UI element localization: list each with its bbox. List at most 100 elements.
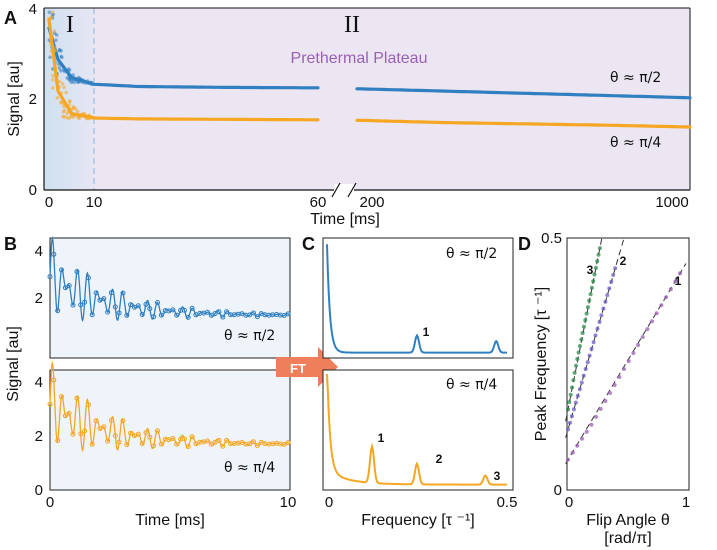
break-mark-right	[347, 182, 357, 198]
d-data-point	[607, 286, 612, 291]
a-series-line-1-1	[355, 118, 692, 129]
a-xtick-1000: 1000	[655, 194, 688, 211]
d-data-point	[573, 400, 578, 405]
b-data-point	[216, 309, 222, 315]
d-data-point	[566, 457, 570, 462]
d-data-point	[678, 271, 683, 276]
panel-label-c: C	[302, 234, 315, 254]
b-data-point	[220, 443, 226, 449]
b-data-point	[216, 438, 222, 443]
c-bottom-peak-3-label: 3	[494, 469, 501, 483]
d-line-label-1: 1	[675, 274, 682, 288]
d-xlabel-line1: Flip Angle θ	[586, 512, 670, 529]
d-data-point	[577, 387, 582, 392]
d-data-point	[569, 414, 574, 419]
c-xtick-0-5: 0.5	[497, 494, 518, 511]
a-annotation-pi-2: θ ≈ π/2	[610, 70, 661, 86]
d-data-point	[571, 378, 576, 383]
d-data-point	[585, 360, 590, 365]
d-data-point	[570, 450, 575, 455]
d-data-point	[636, 343, 641, 348]
d-line-label-3: 3	[587, 263, 594, 277]
d-data-point	[593, 333, 598, 338]
c-bottom-peak-1-label: 1	[378, 431, 385, 445]
b-data-point	[155, 300, 160, 305]
b-data-point	[189, 434, 195, 440]
b-data-point	[135, 431, 141, 437]
d-xtick-1: 1	[682, 494, 690, 511]
a-xtick-10: 10	[86, 194, 103, 211]
a-ytick-0: 0	[29, 182, 37, 199]
d-data-point	[587, 298, 592, 303]
d-data-point	[572, 370, 577, 375]
a-early-point	[64, 115, 69, 120]
d-data-point	[596, 252, 601, 257]
d-data-point	[612, 383, 617, 387]
b-data-point	[170, 307, 176, 313]
b-data-point	[135, 303, 141, 309]
a-early-point	[59, 101, 64, 105]
a-early-point	[57, 79, 62, 84]
b-data-point	[155, 428, 160, 434]
d-data-point	[584, 311, 589, 316]
b-data-point	[212, 311, 218, 316]
d-data-point	[567, 400, 572, 405]
b-series-line-1	[49, 360, 291, 453]
b-data-point	[254, 314, 260, 320]
a-ytick-2: 2	[29, 91, 37, 108]
b-data-point	[170, 436, 176, 441]
region-ii-background	[94, 8, 690, 190]
a-early-point	[54, 38, 58, 42]
c-bottom-peak-2-label: 2	[436, 452, 443, 466]
d-xtick-0: 0	[565, 494, 573, 511]
c-xlabel: Frequency [τ ⁻¹]	[361, 512, 474, 529]
a-early-point	[47, 10, 52, 15]
b-data-point	[254, 443, 260, 449]
a-early-point	[59, 69, 63, 73]
b-data-point	[212, 439, 218, 445]
d-data-point	[566, 427, 570, 432]
a-early-point	[52, 29, 57, 33]
a-series-line-1-0	[47, 17, 320, 122]
d-data-point	[592, 272, 597, 277]
d-data-point	[597, 246, 602, 251]
d-data-point	[589, 285, 594, 290]
d-data-point	[581, 324, 586, 329]
d-data-point	[579, 337, 584, 342]
d-data-point	[603, 299, 608, 304]
d-data-point	[583, 318, 588, 323]
d-data-point	[650, 319, 655, 324]
d-data-point	[575, 357, 580, 361]
d-data-point	[617, 375, 622, 379]
b-annotation-top: θ ≈ π/2	[224, 328, 275, 344]
b-ytick-bottom-0: 0	[35, 482, 43, 499]
d-data-point	[575, 393, 580, 398]
b-xtick-0: 0	[46, 494, 54, 511]
d-frame	[566, 237, 690, 491]
b-ytick-top-2: 2	[35, 290, 43, 307]
a-early-point	[51, 78, 55, 82]
c-spectrum-1	[326, 373, 507, 486]
d-data-point	[673, 279, 678, 284]
d-data-point	[598, 406, 603, 411]
a-early-point	[57, 66, 62, 70]
a-xtick-0: 0	[45, 194, 53, 211]
d-data-point	[580, 331, 585, 335]
a-early-point	[77, 116, 82, 120]
b-data-point	[139, 312, 145, 317]
a-early-point	[67, 68, 72, 72]
d-data-point	[588, 292, 593, 297]
a-early-point	[51, 74, 55, 78]
c-top-peak-1-label: 1	[423, 325, 430, 339]
d-data-point	[595, 259, 600, 264]
panel-label-a: A	[4, 8, 17, 28]
c-xtick-0: 0	[325, 494, 333, 511]
a-xtick-200: 200	[359, 194, 384, 211]
d-ytick-0: 0	[554, 482, 562, 499]
d-data-point	[605, 293, 610, 298]
panel-label-d: D	[518, 234, 531, 254]
d-data-point	[593, 265, 598, 270]
b-data-point	[247, 441, 253, 447]
break-mark-left	[331, 182, 341, 198]
a-early-point	[60, 82, 65, 86]
